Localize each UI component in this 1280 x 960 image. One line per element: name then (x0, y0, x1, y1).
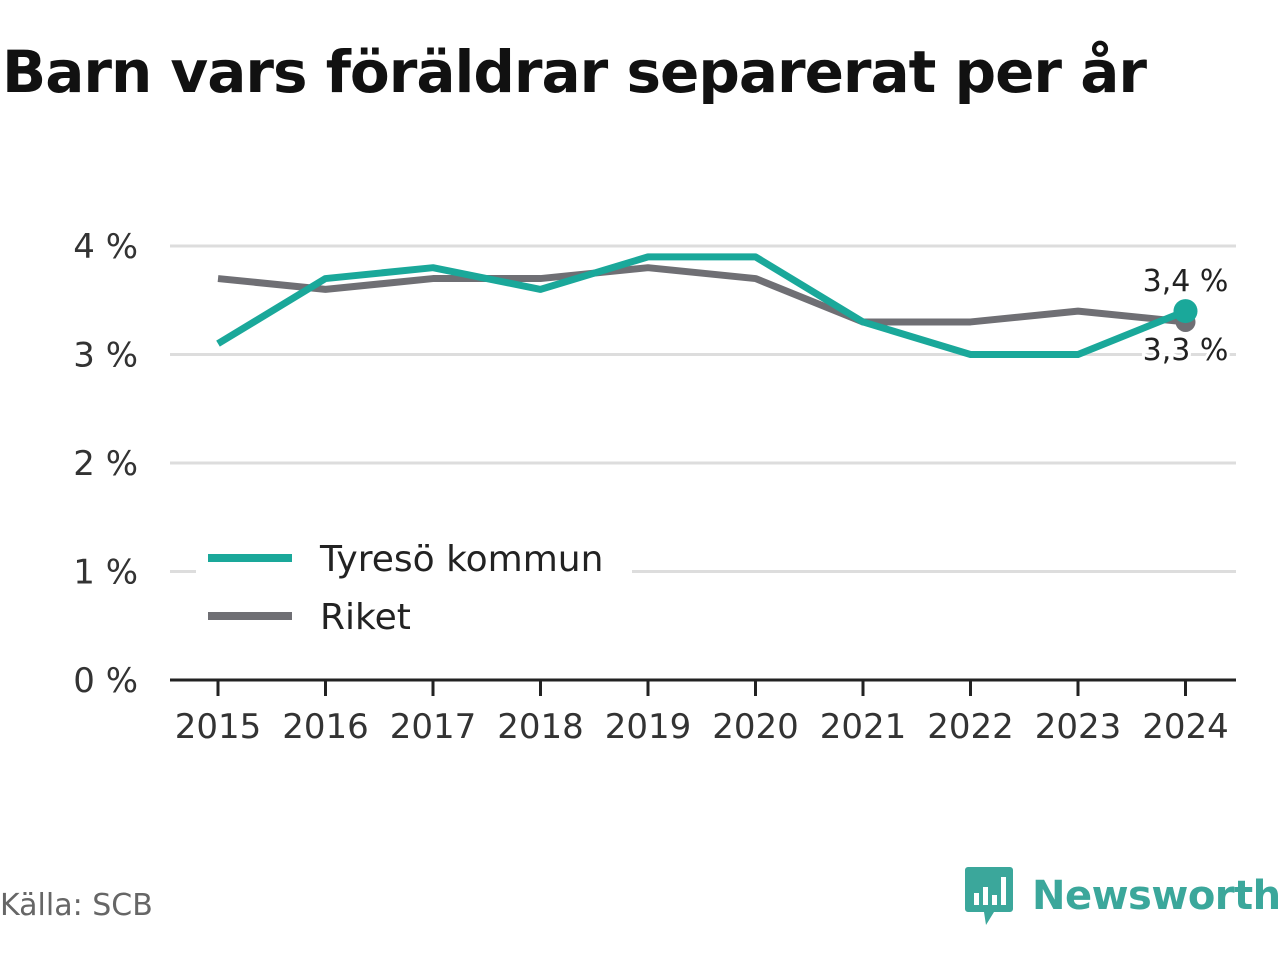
y-tick-label: 2 % (73, 444, 138, 484)
brand-logo: Newsworthy (964, 864, 1280, 928)
x-tick-label: 2022 (927, 707, 1014, 747)
x-tick-label: 2020 (712, 707, 799, 747)
end-labels: 3,4 % 3,3 % (1140, 264, 1232, 371)
axes: 0 % 1 % 2 % 3 % 4 % 2015 2016 2017 2018 2019 2020 2… (73, 227, 1236, 747)
x-tick-label: 2016 (282, 707, 369, 747)
brand-name: Newsworthy (1032, 873, 1280, 919)
x-tick-label: 2018 (497, 707, 584, 747)
legend-label-riket: Riket (320, 597, 411, 638)
bar-chart-speech-bubble-icon (965, 867, 1013, 925)
grid-lines (170, 244, 1236, 573)
end-label-riket: 3,3 % (1143, 333, 1229, 368)
y-tick-label: 0 % (73, 661, 138, 701)
end-label-tyreso-kommun: 3,4 % (1143, 264, 1229, 299)
y-tick-label: 1 % (73, 553, 138, 593)
x-tick-label: 2023 (1035, 707, 1122, 747)
x-tick-label: 2024 (1142, 707, 1229, 747)
series-lines (216, 253, 1198, 358)
x-tick-label: 2017 (390, 707, 477, 747)
y-tick-label: 4 % (73, 227, 138, 267)
legend: Tyresö kommun Riket (196, 530, 632, 650)
x-tick-label: 2019 (605, 707, 692, 747)
series-line-tyreso-kommun (216, 253, 1187, 358)
x-tick-label: 2021 (820, 707, 907, 747)
source-note: Källa: SCB (0, 888, 153, 923)
x-tick-label: 2015 (175, 707, 262, 747)
chart-title: Barn vars föräldrar separerat per år (2, 38, 1147, 106)
y-tick-label: 3 % (73, 336, 138, 376)
legend-background (196, 530, 632, 650)
series-line-riket (217, 264, 1186, 326)
series-end-point-tyreso-kommun (1173, 299, 1198, 324)
legend-label-tyreso-kommun: Tyresö kommun (319, 539, 603, 580)
